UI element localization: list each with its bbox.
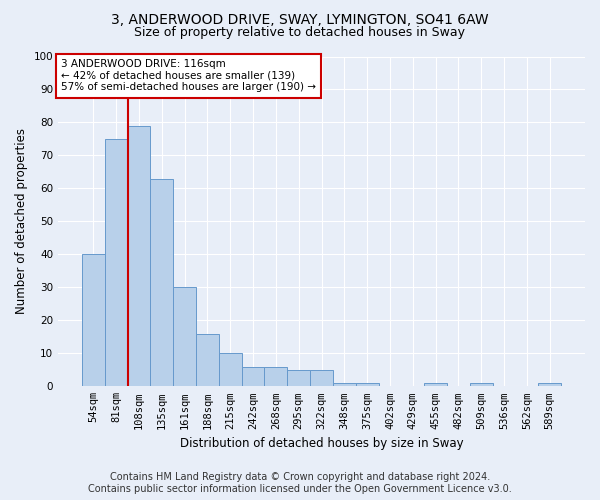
Bar — [356, 383, 379, 386]
Text: Contains HM Land Registry data © Crown copyright and database right 2024.
Contai: Contains HM Land Registry data © Crown c… — [88, 472, 512, 494]
Bar — [310, 370, 333, 386]
Bar — [128, 126, 151, 386]
Bar — [173, 288, 196, 386]
Bar — [242, 366, 265, 386]
Bar — [105, 139, 128, 386]
Bar — [151, 178, 173, 386]
X-axis label: Distribution of detached houses by size in Sway: Distribution of detached houses by size … — [180, 437, 463, 450]
Bar — [196, 334, 219, 386]
Text: 3, ANDERWOOD DRIVE, SWAY, LYMINGTON, SO41 6AW: 3, ANDERWOOD DRIVE, SWAY, LYMINGTON, SO4… — [111, 12, 489, 26]
Bar — [82, 254, 105, 386]
Bar — [333, 383, 356, 386]
Y-axis label: Number of detached properties: Number of detached properties — [15, 128, 28, 314]
Bar — [424, 383, 447, 386]
Bar — [219, 354, 242, 386]
Bar — [538, 383, 561, 386]
Bar — [287, 370, 310, 386]
Bar — [470, 383, 493, 386]
Bar — [265, 366, 287, 386]
Text: 3 ANDERWOOD DRIVE: 116sqm
← 42% of detached houses are smaller (139)
57% of semi: 3 ANDERWOOD DRIVE: 116sqm ← 42% of detac… — [61, 60, 316, 92]
Text: Size of property relative to detached houses in Sway: Size of property relative to detached ho… — [134, 26, 466, 39]
